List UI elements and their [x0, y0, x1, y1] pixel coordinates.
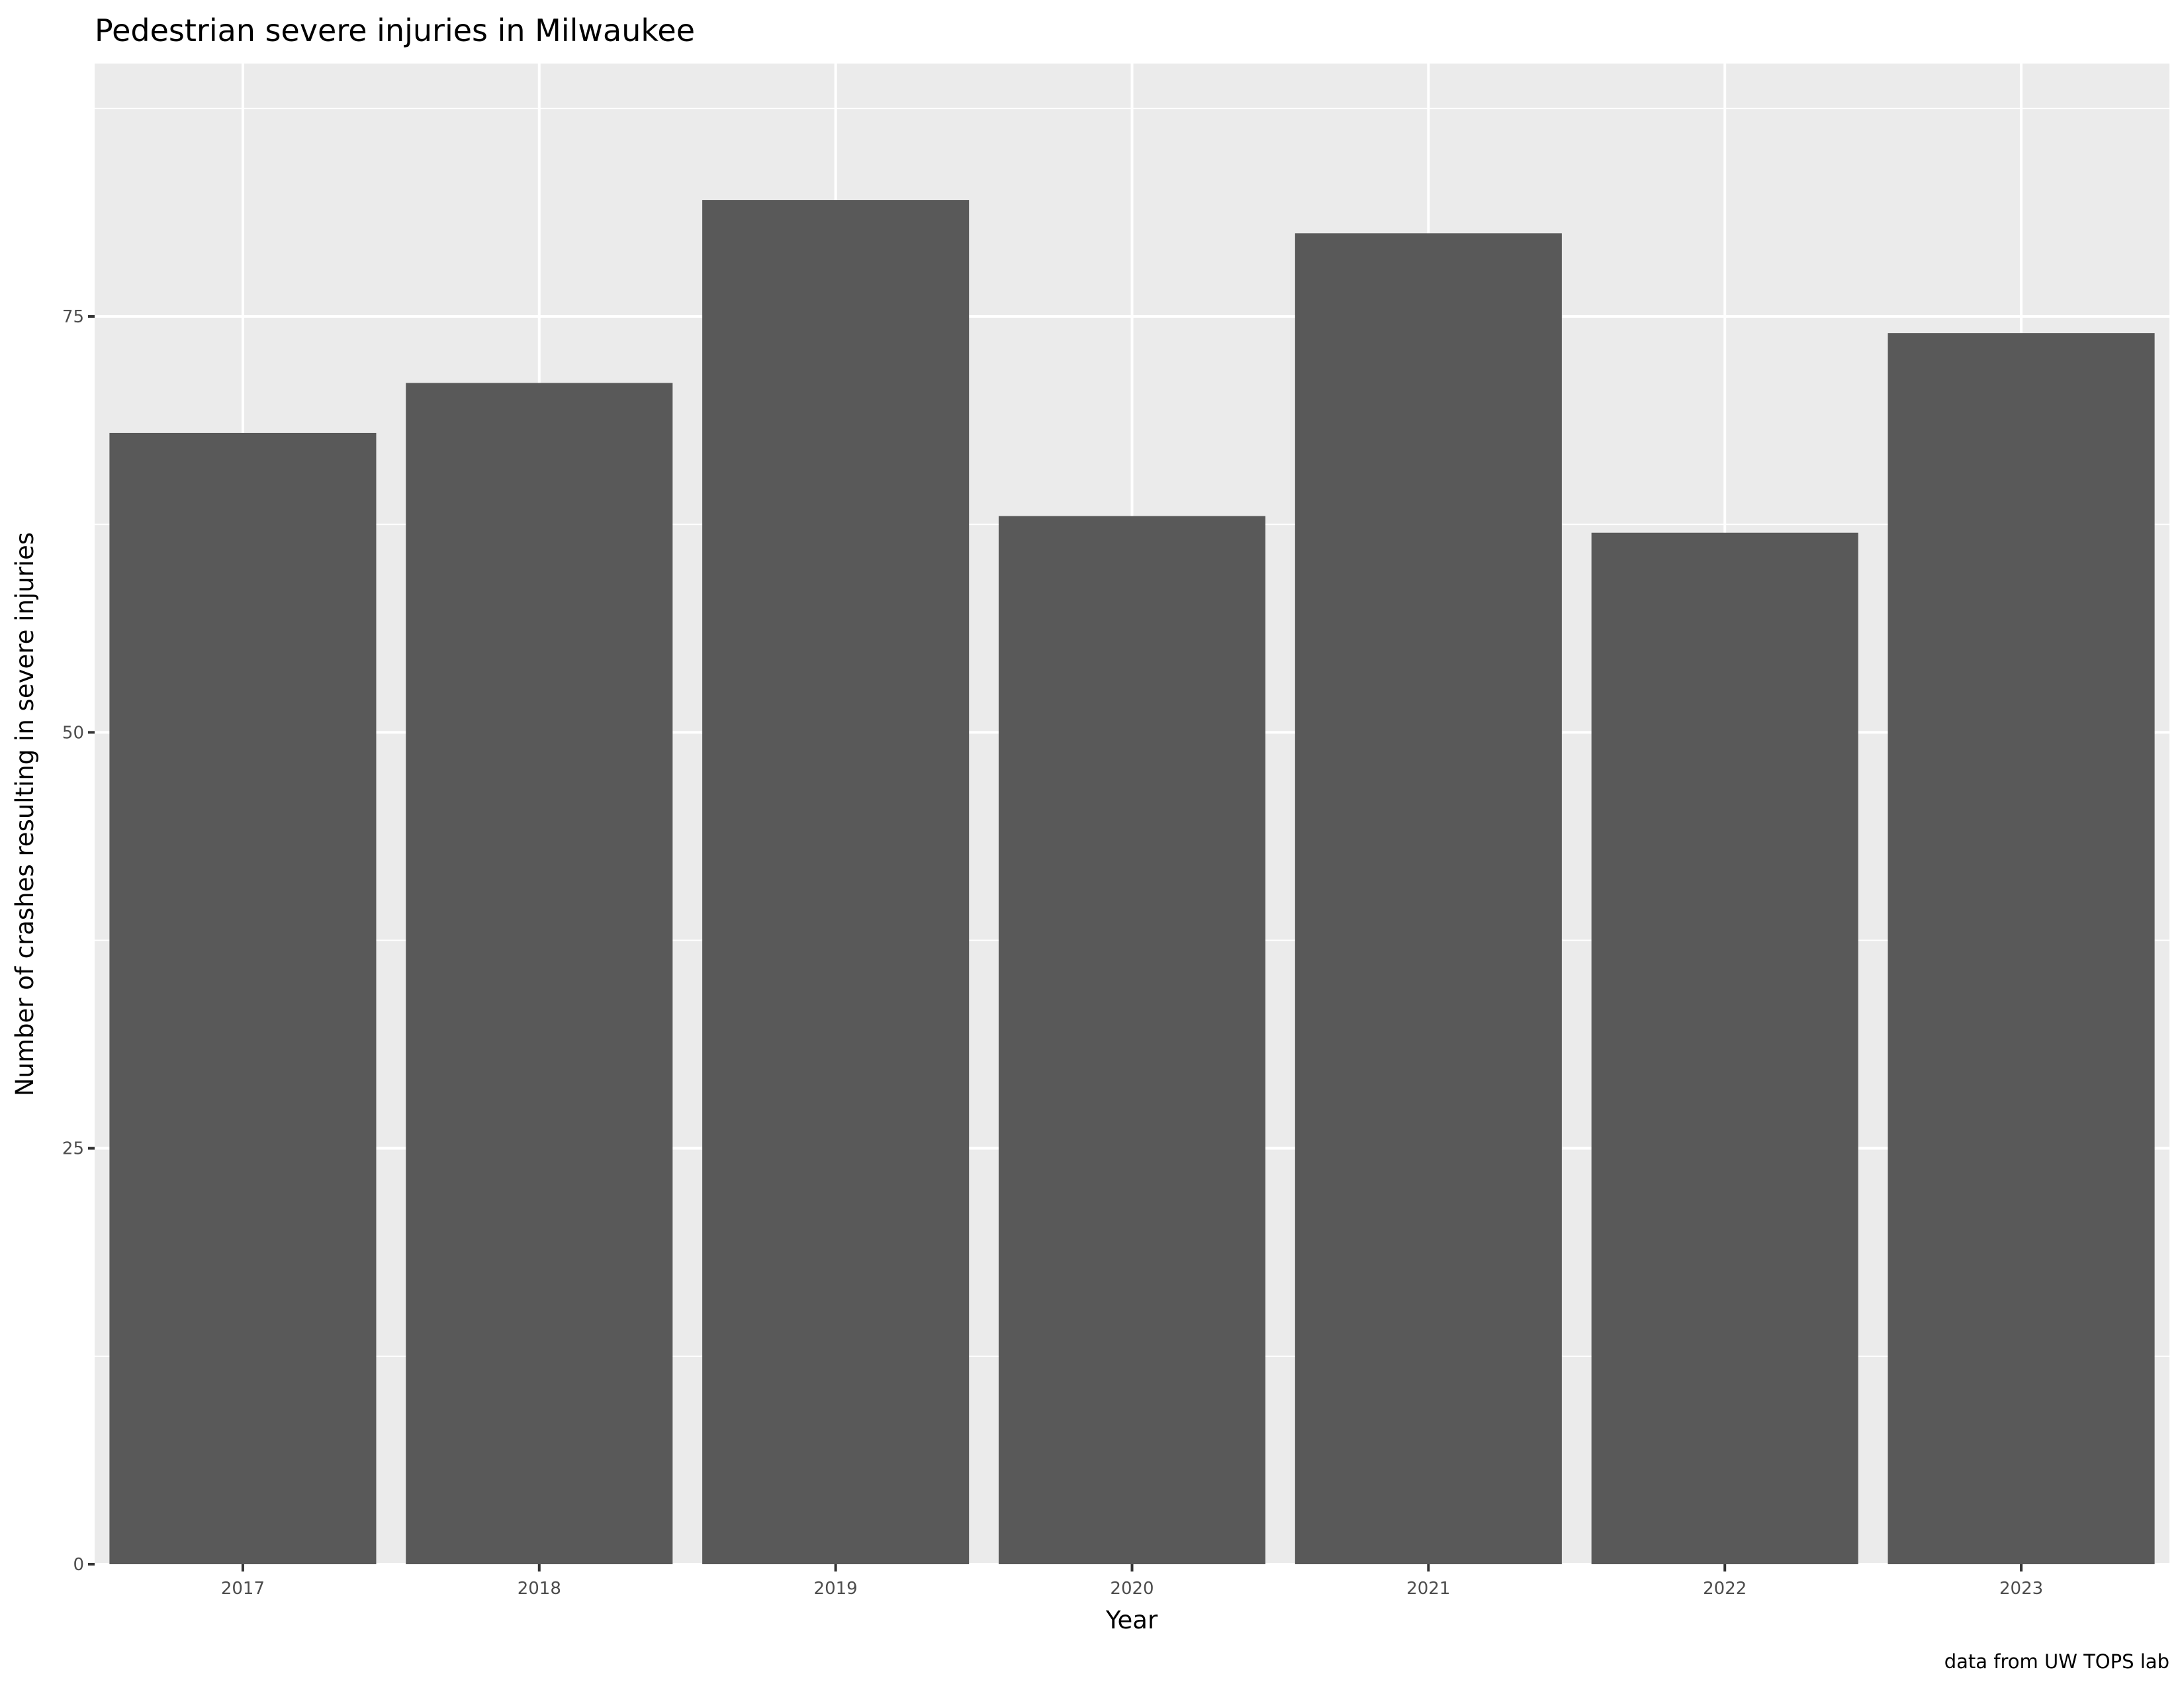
bars	[109, 200, 2155, 1565]
x-tick-label: 2019	[814, 1579, 858, 1599]
caption: data from UW TOPS lab	[1944, 1650, 2169, 1673]
x-tick-label: 2018	[518, 1579, 561, 1599]
bar-2020	[998, 516, 1266, 1564]
y-axis-label: Number of crashes resulting in severe in…	[11, 532, 39, 1096]
x-tick-label: 2017	[221, 1579, 265, 1599]
chart-title: Pedestrian severe injuries in Milwaukee	[95, 13, 695, 48]
x-tick-label: 2020	[1110, 1579, 1154, 1599]
y-tick-label: 75	[62, 307, 84, 327]
axes: 0 25 50 75 2017 2018 2019 2020 2021 2022 2023	[62, 307, 2043, 1599]
x-tick-label: 2021	[1406, 1579, 1450, 1599]
bar-2023	[1888, 333, 2155, 1564]
x-tick-label: 2022	[1703, 1579, 1747, 1599]
y-tick-label: 25	[62, 1139, 84, 1159]
bar-2021	[1295, 233, 1562, 1565]
y-tick-label: 50	[62, 723, 84, 743]
bar-2017	[109, 432, 377, 1565]
bar-2022	[1591, 532, 1858, 1564]
bar-2018	[406, 383, 673, 1564]
bar-2019	[702, 200, 970, 1565]
x-tick-label: 2023	[1999, 1579, 2043, 1599]
x-axis-label: Year	[1105, 1606, 1158, 1634]
y-tick-label: 0	[73, 1555, 84, 1575]
